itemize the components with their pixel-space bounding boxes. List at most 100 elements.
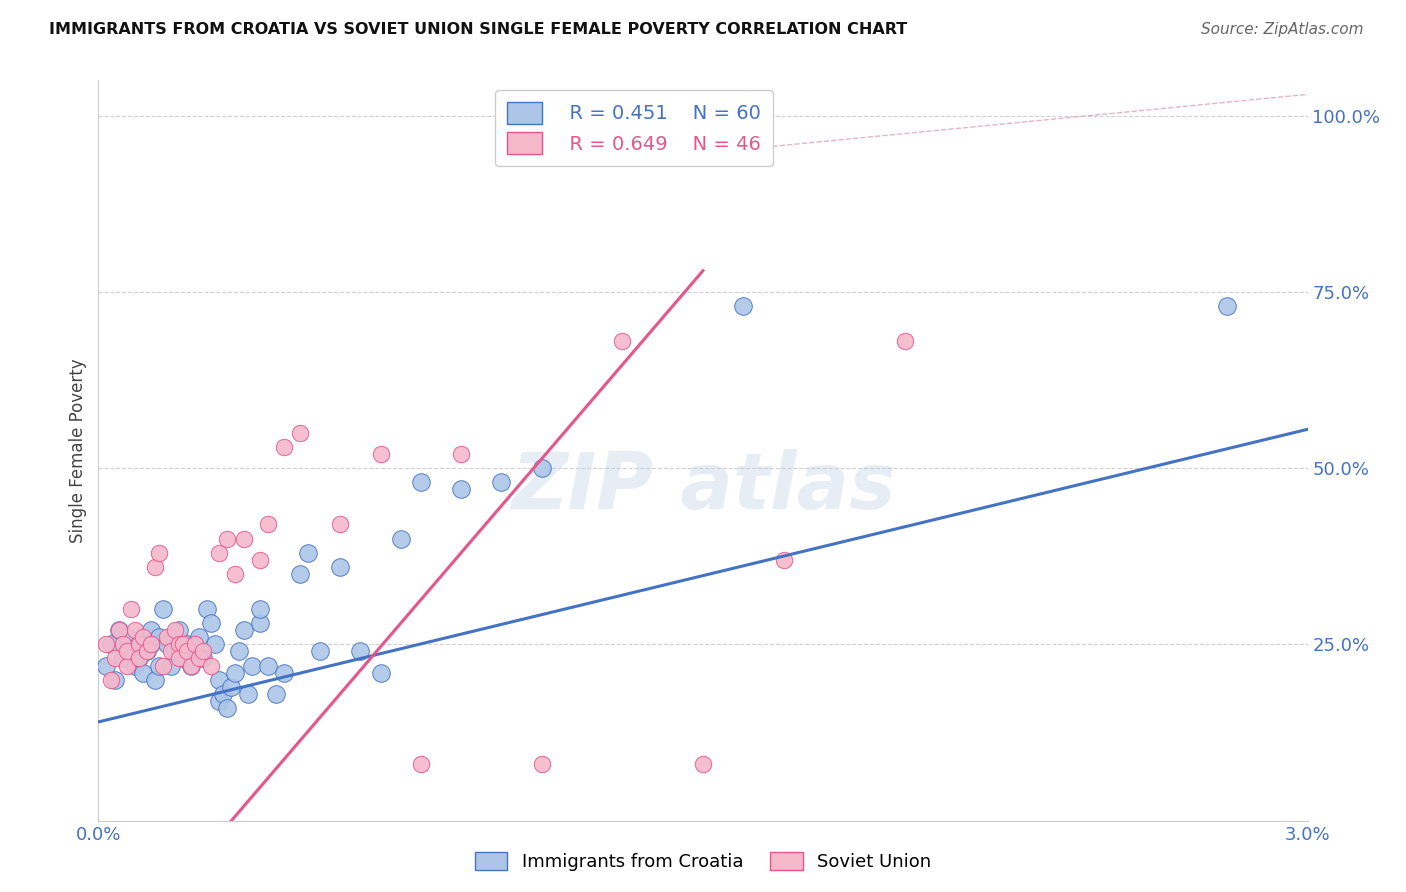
Point bbox=[152, 602, 174, 616]
Point bbox=[491, 475, 513, 490]
Point bbox=[148, 630, 170, 644]
Point bbox=[124, 658, 146, 673]
Point bbox=[167, 637, 190, 651]
Point bbox=[893, 334, 915, 348]
Point bbox=[184, 637, 207, 651]
Point bbox=[176, 644, 198, 658]
Point bbox=[772, 553, 794, 567]
Point bbox=[132, 630, 155, 644]
Point bbox=[143, 673, 166, 687]
Point bbox=[204, 637, 226, 651]
Text: IMMIGRANTS FROM CROATIA VS SOVIET UNION SINGLE FEMALE POVERTY CORRELATION CHART: IMMIGRANTS FROM CROATIA VS SOVIET UNION … bbox=[49, 22, 907, 37]
Point bbox=[160, 644, 183, 658]
Point bbox=[273, 440, 295, 454]
Point bbox=[450, 447, 472, 461]
Point bbox=[240, 658, 263, 673]
Point bbox=[156, 630, 179, 644]
Legend: Immigrants from Croatia, Soviet Union: Immigrants from Croatia, Soviet Union bbox=[467, 845, 939, 879]
Point bbox=[329, 517, 352, 532]
Point bbox=[217, 701, 239, 715]
Point bbox=[148, 546, 170, 560]
Point bbox=[232, 532, 254, 546]
Point bbox=[139, 624, 162, 638]
Point bbox=[217, 532, 239, 546]
Point bbox=[297, 546, 319, 560]
Point bbox=[349, 644, 371, 658]
Point bbox=[208, 546, 231, 560]
Point bbox=[96, 637, 118, 651]
Point bbox=[115, 658, 138, 673]
Point bbox=[370, 665, 392, 680]
Point bbox=[228, 644, 250, 658]
Point bbox=[156, 637, 179, 651]
Point bbox=[288, 425, 311, 440]
Point bbox=[107, 624, 129, 638]
Point bbox=[172, 637, 194, 651]
Point bbox=[195, 602, 218, 616]
Point bbox=[139, 637, 162, 651]
Point bbox=[163, 624, 186, 638]
Point bbox=[224, 566, 246, 581]
Point bbox=[409, 757, 432, 772]
Point bbox=[208, 673, 231, 687]
Point bbox=[184, 637, 207, 651]
Point bbox=[167, 644, 190, 658]
Point bbox=[152, 658, 174, 673]
Point bbox=[103, 673, 125, 687]
Point bbox=[273, 665, 295, 680]
Point bbox=[612, 334, 634, 348]
Point bbox=[193, 644, 215, 658]
Point bbox=[103, 651, 125, 665]
Point bbox=[139, 637, 162, 651]
Point bbox=[135, 644, 157, 658]
Point bbox=[160, 658, 183, 673]
Point bbox=[530, 757, 553, 772]
Point bbox=[309, 644, 332, 658]
Point bbox=[100, 673, 122, 687]
Point bbox=[236, 687, 259, 701]
Point bbox=[224, 665, 246, 680]
Point bbox=[530, 461, 553, 475]
Point bbox=[107, 624, 129, 638]
Point bbox=[180, 658, 202, 673]
Point bbox=[128, 651, 150, 665]
Point bbox=[135, 644, 157, 658]
Point bbox=[143, 559, 166, 574]
Point bbox=[288, 566, 311, 581]
Point bbox=[120, 644, 142, 658]
Point bbox=[111, 637, 134, 651]
Point bbox=[188, 651, 211, 665]
Point bbox=[163, 644, 186, 658]
Text: Source: ZipAtlas.com: Source: ZipAtlas.com bbox=[1201, 22, 1364, 37]
Point bbox=[389, 532, 412, 546]
Point bbox=[128, 637, 150, 651]
Point bbox=[208, 694, 231, 708]
Point bbox=[188, 630, 211, 644]
Point bbox=[124, 624, 146, 638]
Point bbox=[167, 624, 190, 638]
Point bbox=[176, 637, 198, 651]
Point bbox=[232, 624, 254, 638]
Point bbox=[193, 651, 215, 665]
Point bbox=[212, 687, 235, 701]
Point bbox=[370, 447, 392, 461]
Point bbox=[264, 687, 287, 701]
Point bbox=[172, 651, 194, 665]
Point bbox=[96, 658, 118, 673]
Point bbox=[200, 616, 222, 631]
Point bbox=[132, 665, 155, 680]
Point bbox=[733, 299, 755, 313]
Point bbox=[111, 651, 134, 665]
Point bbox=[120, 602, 142, 616]
Point bbox=[128, 651, 150, 665]
Point bbox=[450, 482, 472, 496]
Point bbox=[249, 602, 271, 616]
Point bbox=[692, 757, 714, 772]
Point bbox=[221, 680, 243, 694]
Point bbox=[1216, 299, 1239, 313]
Point bbox=[409, 475, 432, 490]
Point bbox=[115, 630, 138, 644]
Y-axis label: Single Female Poverty: Single Female Poverty bbox=[69, 359, 87, 542]
Text: ZIP atlas: ZIP atlas bbox=[510, 450, 896, 525]
Point bbox=[148, 658, 170, 673]
